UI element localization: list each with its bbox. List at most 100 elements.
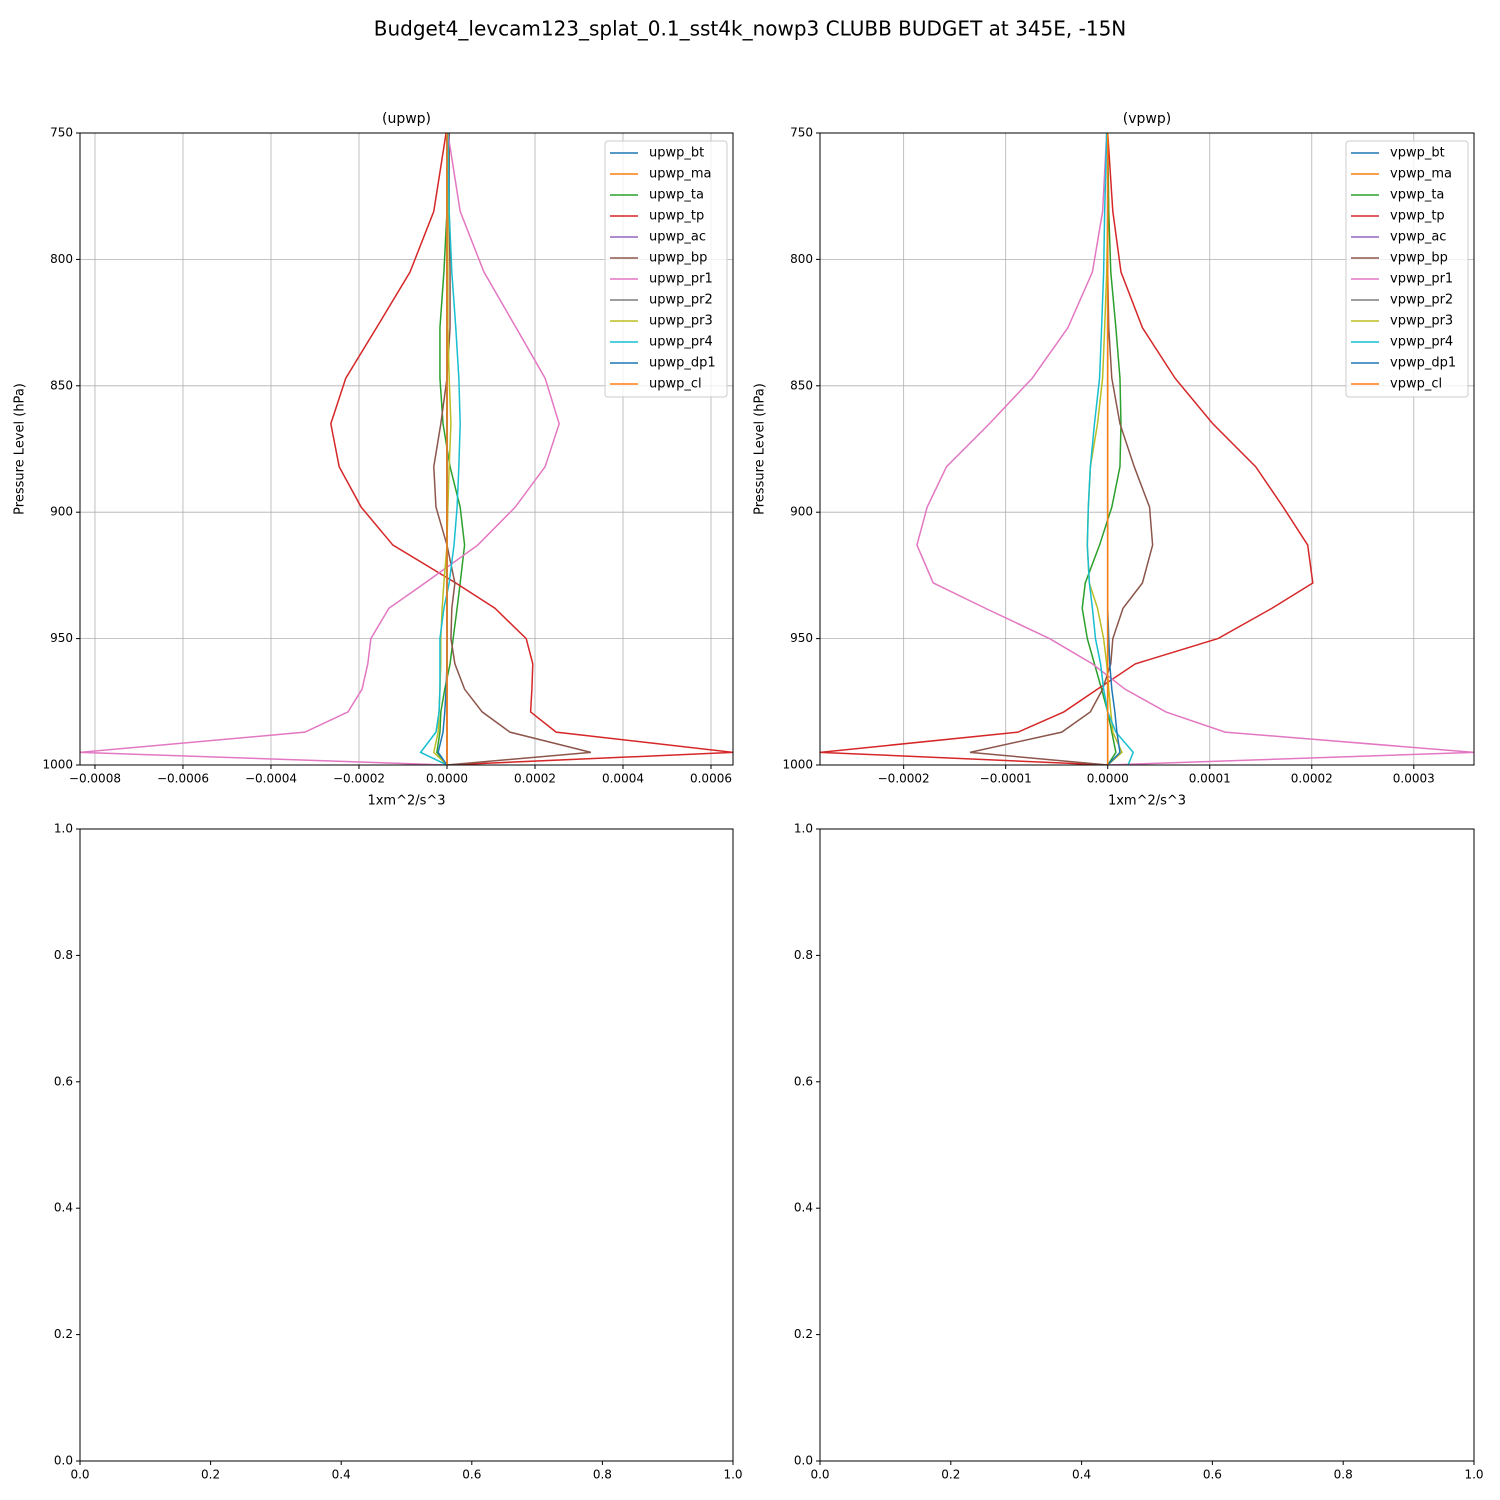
y-tick-label: 1000 [782,758,813,772]
x-tick-label: 0.0002 [514,772,556,786]
y-tick-label: 1.0 [54,822,73,836]
y-tick-label: 850 [50,378,73,392]
x-tick-label: 0.6 [462,1468,481,1482]
y-tick-label: 950 [50,631,73,645]
y-tick-label: 950 [790,631,813,645]
legend-label: upwp_pr1 [649,272,713,287]
axes-frame [819,132,1475,766]
legend-label: vpwp_pr3 [1390,314,1453,329]
series-line [419,133,461,765]
legend-label: vpwp_pr2 [1390,293,1453,308]
y-tick-label: 1.0 [794,822,813,836]
legend: upwp_bt upwp_ma upwp_ta upwp_tp upwp_ac upwp_… [604,140,728,398]
legend-label: upwp_ac [649,230,706,245]
y-tick-label: 0.2 [54,1327,73,1341]
x-tick-label: −0.0002 [878,772,930,786]
y-tick-label: 0.6 [794,1074,813,1088]
legend-label: upwp_ma [649,167,712,182]
legend-label: vpwp_ac [1390,230,1446,245]
legend-label: vpwp_cl [1390,377,1442,392]
figure-title: Budget4_levcam123_splat_0.1_sst4k_nowp3 … [374,17,1127,41]
plot-lines [80,133,733,765]
axes: 0.0 0.2 0.4 0.6 0.8 1.0 0.0 0.2 0.4 0.6 0.8 1.0 [794,822,1484,1482]
x-tick-label: −0.0004 [245,772,297,786]
axes-title: (vpwp) [1123,111,1171,127]
x-tick-label: 0.0004 [602,772,644,786]
series-line [1086,133,1135,765]
y-tick-label: 850 [790,378,813,392]
x-tick-label: 0.4 [332,1468,351,1482]
legend-label: vpwp_dp1 [1390,356,1456,371]
y-tick-label: 0.0 [54,1454,73,1468]
series-line [436,133,466,765]
x-tick-label: 0.2 [941,1468,960,1482]
series-line [916,133,1474,765]
y-tick-label: 800 [790,252,813,266]
axes-title: (upwp) [382,111,431,127]
legend-label: upwp_pr2 [649,293,713,308]
legend-label: upwp_bt [649,146,704,161]
x-tick-label: 0.4 [1072,1468,1091,1482]
x-tick-label: 0.0003 [1393,772,1435,786]
legend-label: vpwp_ta [1390,188,1444,203]
series-line [969,133,1154,765]
legend-label: upwp_ta [649,188,704,203]
y-tick-label: 0.0 [794,1454,813,1468]
x-tick-label: −0.0006 [157,772,209,786]
x-tick-label: 0.0000 [426,772,468,786]
x-tick-label: 0.0000 [1087,772,1129,786]
legend-label: upwp_cl [649,377,702,392]
series-line [80,133,560,765]
axes-frame [79,828,734,1462]
legend-label: vpwp_pr4 [1390,335,1453,350]
x-tick-label: 0.2 [201,1468,220,1482]
y-tick-label: 800 [50,252,73,266]
y-tick-label: 750 [50,126,73,140]
axes: 0.0 0.2 0.4 0.6 0.8 1.0 0.0 0.2 0.4 0.6 0.8 1.0 [54,822,743,1482]
legend-label: vpwp_pr1 [1390,272,1453,287]
x-tick-label: 0.0 [810,1468,829,1482]
legend-label: vpwp_bp [1390,251,1448,266]
legend-box [604,140,728,398]
axes-frame [79,132,734,766]
y-tick-label: 0.8 [794,948,813,962]
y-tick-label: 0.4 [54,1201,73,1215]
legend-box [1345,140,1469,398]
x-tick-label: 1.0 [723,1468,742,1482]
series-line [820,133,1314,765]
plot-lines [820,133,1474,765]
x-tick-label: −0.0002 [333,772,385,786]
y-tick-label: 750 [790,126,813,140]
legend-label: upwp_bp [649,251,707,266]
legend-label: upwp_dp1 [649,356,716,371]
y-tick-label: 900 [50,505,73,519]
y-tick-label: 1000 [42,758,73,772]
legend: vpwp_bt vpwp_ma vpwp_ta vpwp_tp vpwp_ac vpwp_… [1345,140,1469,398]
x-tick-label: −0.0001 [980,772,1032,786]
x-tick-label: 0.0002 [1291,772,1333,786]
axes: −0.0002 −0.0001 0.0000 0.0001 0.0002 0.0003 75… [753,111,1475,809]
x-axis-label: 1xm^2/s^3 [1108,794,1186,809]
axes-frame [819,828,1475,1462]
legend-label: upwp_pr3 [649,314,713,329]
x-tick-label: 1.0 [1464,1468,1483,1482]
y-axis-label: Pressure Level (hPa) [13,383,28,515]
y-tick-label: 0.2 [794,1327,813,1341]
x-tick-label: 0.6 [1203,1468,1222,1482]
y-axis-label: Pressure Level (hPa) [753,383,768,515]
x-tick-label: 0.8 [1334,1468,1353,1482]
legend-label: vpwp_ma [1390,167,1452,182]
series-line [330,133,733,765]
y-tick-label: 0.6 [54,1074,73,1088]
y-tick-label: 0.4 [794,1201,813,1215]
legend-label: upwp_tp [649,209,704,224]
legend-label: vpwp_bt [1390,146,1445,161]
x-tick-label: 0.8 [593,1468,612,1482]
y-tick-label: 900 [790,505,813,519]
x-axis-label: 1xm^2/s^3 [367,794,445,809]
x-tick-label: 0.0 [70,1468,89,1482]
legend-label: upwp_pr4 [649,335,713,350]
axes: −0.0008 −0.0006 −0.0004 −0.0002 0.0000 0.0002… [13,111,734,809]
